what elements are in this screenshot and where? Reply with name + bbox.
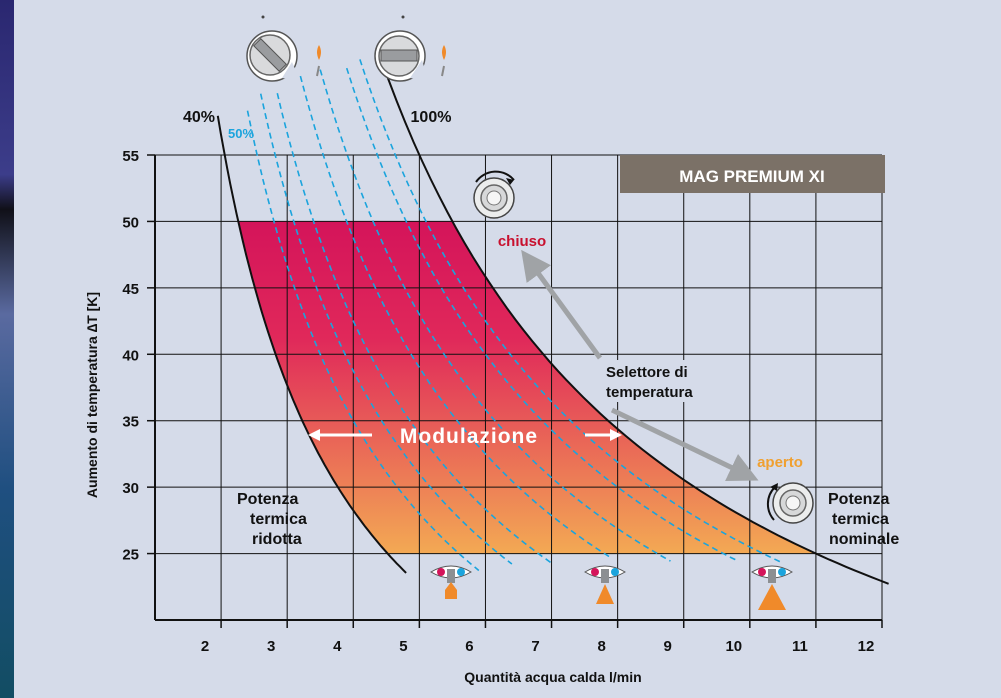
flame-icon [316,45,321,77]
rotate-knob-icon [473,170,515,219]
label-aperto: aperto [757,454,803,471]
y-tick-label: 55 [122,148,139,165]
x-tick-label: 12 [858,638,875,655]
label-ridotta-line2: termica [250,511,307,528]
rotate-knob-icon [766,482,814,524]
y-tick-label: 35 [122,414,139,431]
label-40-percent: 40% [183,109,215,126]
label-nominale-line3: nominale [829,531,899,548]
x-axis-label: Quantità acqua calda l/min [464,669,641,685]
boundary-curve-40% [216,115,407,574]
chart-title: MAG PREMIUM XI [679,167,824,186]
dashed-curve-7 [359,59,784,564]
y-axis-label: Aumento di temperatura ∆T [K] [84,292,100,498]
dashed-curve-4 [299,75,612,559]
axes-layer [147,154,883,628]
title-box [620,155,885,193]
x-tick-label: 10 [725,638,742,655]
selector-label-line1: Selettore di [606,364,688,381]
dashed-curve-6 [345,67,737,562]
dashed-curves-layer [246,59,784,572]
label-100-percent: 100% [411,109,452,126]
label-ridotta-line1: Potenza [237,491,298,508]
small-flame-icon [445,582,457,590]
x-tick-label: 3 [267,638,275,655]
x-tick-label: 7 [531,638,539,655]
selector-arrow-up [521,249,603,360]
y-tick-label: 25 [122,547,139,564]
left-edge-strip [0,0,14,698]
x-tick-label: 2 [201,638,209,655]
knob-partial-icon [246,15,300,82]
label-modulazione: Modulazione [400,425,538,448]
label-nominale-line1: Potenza [828,491,889,508]
label-50-percent: 50% [228,126,254,141]
small-flame-icon [596,584,614,604]
x-tick-label: 6 [465,638,473,655]
x-tick-label: 5 [399,638,407,655]
label-ridotta-line3: ridotta [252,531,302,548]
tap-icon [584,565,626,604]
x-tick-label: 9 [664,638,672,655]
dashed-curve-2 [259,93,513,565]
boundary-curves-layer [216,55,889,585]
selector-arrow-down [610,407,759,482]
dashed-curve-3 [276,93,552,564]
small-flame-icon [758,584,786,610]
knob-full-icon [374,15,428,82]
tap-icon [751,565,793,610]
dashed-curve-1 [246,110,480,572]
selector-label-bg [600,360,740,402]
dashed-curve-5 [319,69,671,562]
boundary-curve-100% [378,55,889,585]
y-tick-label: 45 [122,281,139,298]
flame-icon [441,45,446,77]
tap-icon [430,565,472,599]
x-tick-label: 11 [792,638,808,655]
x-tick-label: 8 [597,638,605,655]
y-tick-label: 30 [122,480,139,497]
label-chiuso: chiuso [498,233,546,250]
selector-label-line2: temperatura [606,384,693,401]
x-tick-label: 4 [333,638,342,655]
y-tick-label: 40 [122,347,139,364]
label-nominale-line2: termica [832,511,889,528]
y-tick-label: 50 [122,214,139,231]
